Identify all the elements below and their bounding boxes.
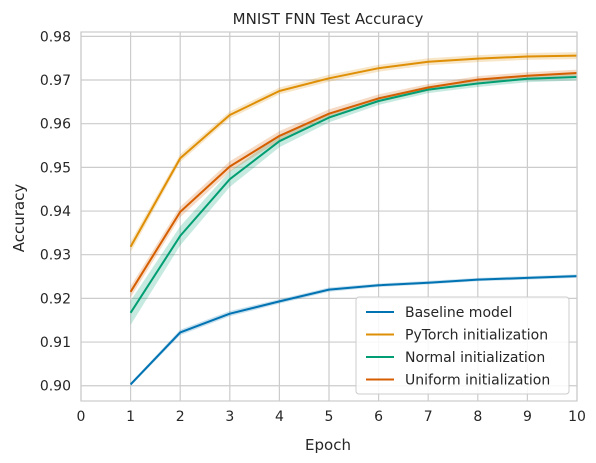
y-tick-label: 0.95 (40, 160, 71, 176)
y-tick-labels: 0.90 0.91 0.92 0.93 0.94 0.95 0.96 0.97 0.98 (40, 29, 71, 394)
x-tick-label: 10 (568, 409, 586, 425)
x-tick-label: 7 (424, 409, 433, 425)
y-tick-label: 0.94 (40, 204, 71, 220)
x-tick-label: 3 (225, 409, 234, 425)
x-tick-labels: 0 1 2 3 4 5 6 7 8 9 10 (77, 409, 586, 425)
legend-label: Baseline model (405, 305, 512, 321)
legend-label: Uniform initialization (405, 373, 550, 389)
y-tick-label: 0.98 (40, 29, 71, 45)
series-line (129, 54, 578, 248)
y-tick-label: 0.93 (40, 248, 71, 264)
series-line (129, 76, 578, 314)
x-tick-label: 2 (176, 409, 185, 425)
legend: Baseline model PyTorch initialization Norm… (355, 296, 570, 395)
legend-label: Normal initialization (405, 350, 545, 366)
x-tick-label: 4 (275, 409, 284, 425)
series-lines (129, 54, 578, 386)
y-tick-label: 0.97 (40, 73, 71, 89)
legend-label: PyTorch initialization (405, 328, 548, 344)
x-tick-label: 1 (126, 409, 135, 425)
x-tick-label: 0 (77, 409, 86, 425)
y-tick-label: 0.92 (40, 291, 71, 307)
x-tick-label: 6 (374, 409, 383, 425)
series-line (129, 275, 578, 386)
series-line (129, 72, 578, 293)
y-axis-label: Accuracy (10, 184, 28, 253)
y-tick-label: 0.91 (40, 335, 71, 351)
x-tick-label: 8 (473, 409, 482, 425)
legend-box (355, 296, 570, 395)
chart-title: MNIST FNN Test Accuracy (233, 10, 424, 28)
x-tick-label: 9 (523, 409, 532, 425)
y-tick-label: 0.96 (40, 117, 71, 133)
y-tick-label: 0.90 (40, 379, 71, 395)
x-tick-label: 5 (325, 409, 334, 425)
x-axis-label: Epoch (305, 436, 351, 454)
plot-frame (80, 31, 578, 402)
